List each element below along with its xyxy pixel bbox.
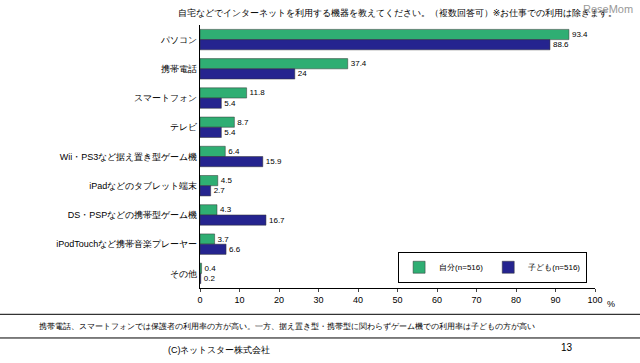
svg-text:ReseMom: ReseMom [583, 3, 633, 15]
svg-text:16.7: 16.7 [269, 216, 285, 225]
svg-text:50: 50 [392, 295, 402, 305]
svg-text:0: 0 [197, 295, 202, 305]
svg-text:0.2: 0.2 [204, 274, 216, 283]
svg-text:自宅などでインターネットを利用する機器を教えてください。（複: 自宅などでインターネットを利用する機器を教えてください。（複数回答可）※お仕事で… [178, 8, 618, 18]
svg-text:(C)ネットスター株式会社: (C)ネットスター株式会社 [168, 345, 271, 355]
svg-text:11.8: 11.8 [250, 88, 266, 97]
svg-text:80: 80 [511, 295, 521, 305]
svg-text:30: 30 [313, 295, 323, 305]
svg-text:13: 13 [561, 342, 573, 353]
svg-text:3.7: 3.7 [218, 235, 230, 244]
svg-text:70: 70 [471, 295, 481, 305]
svg-text:%: % [607, 299, 615, 309]
svg-text:パソコン: パソコン [160, 35, 197, 45]
svg-text:24: 24 [298, 69, 307, 78]
svg-text:10: 10 [234, 295, 244, 305]
svg-text:iPadなどのタブレット端末: iPadなどのタブレット端末 [89, 181, 197, 191]
svg-text:6.4: 6.4 [228, 147, 240, 156]
svg-text:5.4: 5.4 [224, 128, 236, 137]
svg-text:携帯電話、スマートフォンでは保護者の利用率の方が高い。一方、: 携帯電話、スマートフォンでは保護者の利用率の方が高い。一方、据え置き型・携帯型に… [39, 322, 535, 331]
svg-text:8.7: 8.7 [237, 118, 249, 127]
svg-text:その他: その他 [170, 269, 197, 279]
svg-text:15.9: 15.9 [266, 157, 282, 166]
svg-text:テレビ: テレビ [170, 122, 198, 132]
svg-text:20: 20 [274, 295, 284, 305]
svg-text:Wii・PS3など据え置き型ゲーム機: Wii・PS3など据え置き型ゲーム機 [60, 152, 198, 162]
svg-text:60: 60 [432, 295, 442, 305]
svg-text:93.4: 93.4 [572, 30, 588, 39]
svg-text:4.5: 4.5 [221, 176, 233, 185]
svg-text:自分(n=516): 自分(n=516) [439, 263, 483, 272]
svg-text:iPodTouchなど携帯音楽プレーヤー: iPodTouchなど携帯音楽プレーヤー [56, 239, 197, 249]
svg-text:5.4: 5.4 [224, 99, 236, 108]
svg-text:90: 90 [550, 295, 560, 305]
svg-text:40: 40 [353, 295, 363, 305]
svg-text:100: 100 [587, 295, 602, 305]
svg-text:スマートフォン: スマートフォン [134, 93, 197, 103]
svg-text:子ども(n=516): 子ども(n=516) [528, 263, 580, 272]
svg-text:4.3: 4.3 [220, 205, 232, 214]
svg-text:6.6: 6.6 [229, 245, 241, 254]
svg-text:88.6: 88.6 [553, 40, 569, 49]
svg-text:37.4: 37.4 [351, 59, 367, 68]
svg-text:2.7: 2.7 [214, 186, 226, 195]
svg-text:DS・PSPなどの携帯型ゲーム機: DS・PSPなどの携帯型ゲーム機 [68, 210, 198, 220]
svg-text:0.4: 0.4 [205, 264, 217, 273]
svg-text:携帯電話: 携帯電話 [161, 64, 197, 74]
